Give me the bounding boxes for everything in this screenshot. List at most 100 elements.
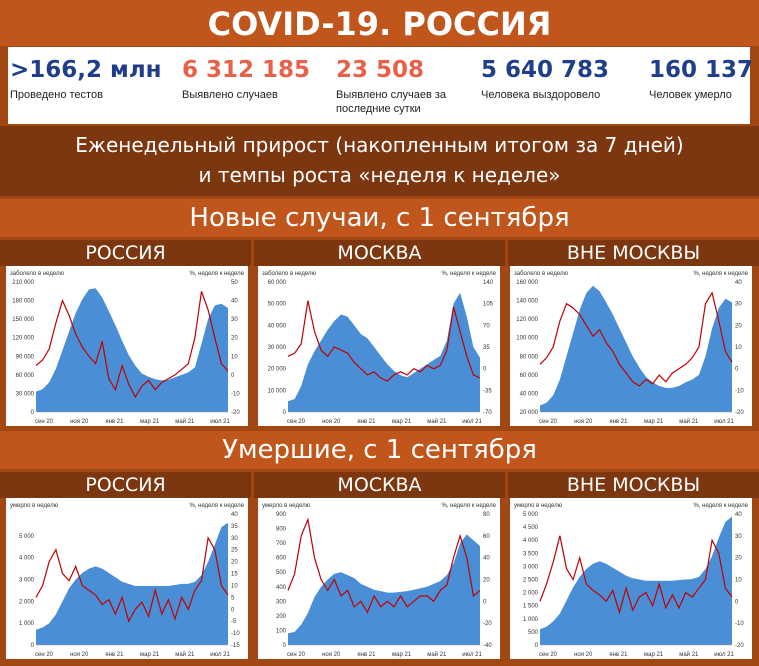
y-tick-label: 2 000 [523, 591, 539, 597]
stat-cases: 6 312 185 Выявлено случаев [182, 47, 310, 102]
area-series [288, 292, 480, 412]
y2-tick-label: 35 [231, 524, 238, 530]
y2-tick-label: -20 [735, 643, 744, 649]
y2-tick-label: -20 [231, 410, 240, 416]
y-tick-label: 210 000 [12, 280, 34, 286]
y2-tick-label: -15 [231, 643, 240, 649]
y2-tick-label: -10 [231, 391, 240, 397]
x-tick-label: янв 21 [357, 419, 376, 425]
x-tick-label: июл 21 [714, 419, 734, 425]
x-tick-label: мар 21 [140, 652, 160, 658]
stat-cases-value: 6 312 185 [182, 57, 311, 83]
x-tick-label: июл 21 [462, 652, 482, 658]
x-tick-label: янв 21 [609, 419, 628, 425]
y-tick-label: 40 000 [268, 323, 287, 329]
y-tick-label: 20 000 [268, 367, 287, 373]
y2-tick-label: 0 [231, 607, 235, 613]
y2-tick-label: -70 [483, 410, 492, 416]
y2-tick-label: 0 [231, 373, 235, 379]
chart-panel-moscow-cases: заболело в неделю %, неделя к неделе 0 10 0… [258, 266, 500, 426]
stat-deaths: 160 137 Человек умерло [649, 47, 753, 102]
region-header-outside-deaths: ВНЕ МОСКВЫ [508, 472, 759, 498]
x-tick-label: ноя 20 [70, 652, 89, 658]
y-tick-label: 40 000 [520, 391, 539, 397]
y2-tick-label: 35 [483, 345, 490, 351]
subtitle-line-2: и темпы роста «неделя к неделе» [198, 163, 561, 187]
y-tick-label: 700 [276, 541, 287, 547]
y2-tick-label: 25 [231, 548, 238, 554]
y2-tick-label: -40 [483, 643, 492, 649]
y2-tick-label: 20 [231, 336, 238, 342]
region-header-moscow-cases: МОСКВА [254, 240, 505, 266]
x-tick-label: ноя 20 [322, 652, 341, 658]
y-axis-label: умерло в неделю [514, 503, 563, 509]
y-tick-label: 500 [528, 630, 539, 636]
x-tick-label: сен 20 [539, 652, 558, 658]
y2-tick-label: 20 [231, 560, 238, 566]
x-tick-label: июл 21 [210, 419, 230, 425]
y2-tick-label: 20 [483, 578, 490, 584]
y-axis-label: заболело в неделю [10, 271, 64, 277]
y-axis-label: умерло в неделю [262, 503, 311, 509]
y-tick-label: 0 [31, 410, 35, 416]
x-tick-label: май 21 [175, 418, 195, 425]
growth-rate-line [287, 517, 481, 614]
y2-tick-label: -10 [231, 631, 240, 637]
y2-tick-label: 5 [231, 595, 235, 601]
region-header-moscow-deaths: МОСКВА [254, 472, 505, 498]
stat-deaths-value: 160 137 [649, 57, 754, 83]
y-axis-label: заболело в неделю [514, 271, 568, 277]
stat-cases-label: Выявлено случаев [182, 89, 278, 101]
growth-rate-line [35, 291, 229, 399]
y2-tick-label: -10 [735, 388, 744, 394]
y2-tick-label: -20 [483, 621, 492, 627]
chart-outside-deaths: умерло в неделю %, неделя к неделе 0 500 1 0… [514, 503, 749, 658]
y-tick-label: 0 [31, 643, 35, 649]
area-series [288, 534, 480, 645]
subtitle-band: Еженедельный прирост (накопленным итогом… [0, 126, 759, 196]
x-tick-label: июл 21 [210, 652, 230, 658]
chart-panel-moscow-deaths: умерло в неделю%, неделя к неделе 0 100 200… [258, 498, 500, 659]
area-series [36, 522, 228, 645]
y2-tick-label: -5 [231, 619, 237, 625]
x-tick-label: мар 21 [644, 652, 664, 658]
y-tick-label: 0 [535, 643, 539, 649]
x-tick-label: май 21 [427, 418, 447, 425]
stats-bar: >166,2 млн Проведено тестов 6 312 185 Вы… [8, 47, 753, 124]
y-axis-label: умерло в неделю [10, 503, 59, 509]
y2-tick-label: 0 [483, 367, 487, 373]
y-tick-label: 600 [276, 556, 287, 562]
y2-axis-label: %, неделя к неделе [693, 503, 748, 509]
x-tick-label: июл 21 [714, 652, 734, 658]
y2-tick-label: 40 [231, 299, 238, 305]
stat-daily: 23 508 Выявлено случаев за последние сут… [336, 47, 466, 116]
x-tick-label: ноя 20 [70, 419, 89, 425]
x-tick-label: янв 21 [357, 652, 376, 658]
y-tick-label: 3 000 [523, 564, 539, 570]
y-tick-label: 2 000 [19, 599, 35, 605]
x-tick-label: мар 21 [392, 652, 412, 658]
chart-russia-cases: заболело в неделю %, неделя к неделе 0 30 0… [10, 271, 245, 425]
growth-rate-line [35, 535, 229, 623]
y-tick-label: 140 000 [516, 299, 538, 305]
x-tick-label: мар 21 [140, 419, 160, 425]
y2-tick-label: 0 [483, 599, 487, 605]
y-tick-label: 180 000 [12, 299, 34, 305]
stat-recovered-value: 5 640 783 [481, 57, 610, 83]
y2-tick-label: -10 [735, 621, 744, 627]
y-tick-label: 60 000 [520, 373, 539, 379]
y2-tick-label: 10 [735, 345, 742, 351]
x-tick-label: янв 21 [609, 652, 628, 658]
y-tick-label: 150 000 [12, 317, 34, 323]
x-tick-label: янв 21 [105, 652, 124, 658]
y-tick-label: 5 000 [523, 512, 539, 518]
y-tick-label: 100 000 [516, 336, 538, 342]
stat-tests: >166,2 млн Проведено тестов [10, 47, 162, 102]
y-tick-label: 60 000 [268, 280, 287, 286]
chart-moscow-deaths: умерло в неделю%, неделя к неделе0100200… [262, 503, 497, 658]
y2-tick-label: 0 [735, 367, 739, 373]
y-tick-label: 4 000 [19, 556, 35, 562]
area-series [540, 516, 732, 645]
y2-tick-label: 40 [231, 512, 238, 518]
y-tick-label: 120 000 [516, 317, 538, 323]
